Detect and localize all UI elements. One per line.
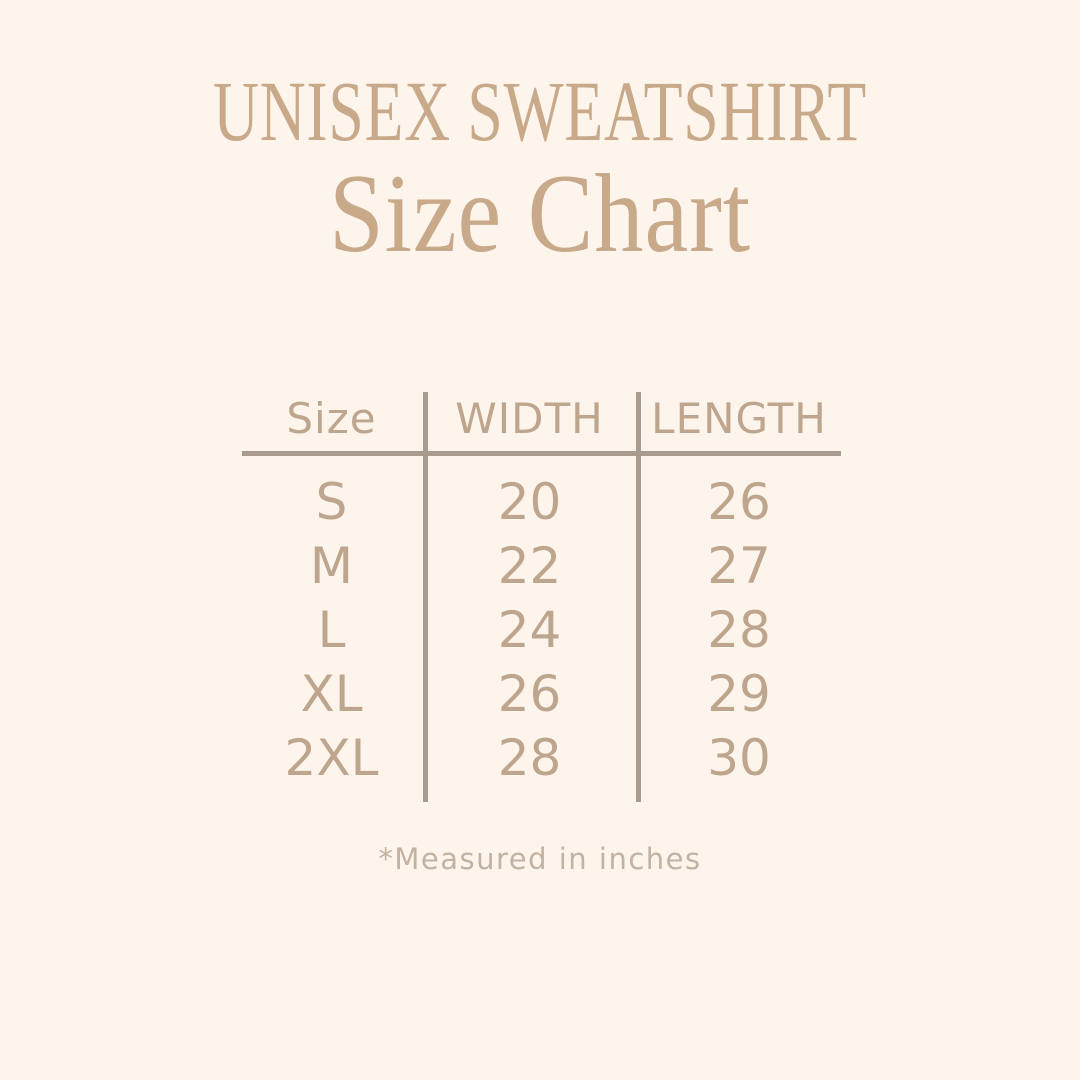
column-header-size: Size: [286, 393, 377, 443]
column-header-length: LENGTH: [651, 393, 827, 443]
width-cell: 26: [497, 665, 562, 723]
footnote: *Measured in inches: [378, 842, 702, 876]
column-header-width: WIDTH: [455, 393, 604, 443]
length-cell: 26: [707, 473, 771, 531]
header-divider-line: [242, 451, 841, 456]
length-cell: 27: [707, 537, 771, 595]
table-row: L 24 28: [240, 598, 842, 662]
length-cell: 28: [707, 601, 771, 659]
size-cell: XL: [300, 665, 363, 723]
table-row: M 22 27: [240, 534, 842, 598]
page-subtitle: Size Chart: [328, 152, 752, 276]
size-chart-table: Size WIDTH LENGTH S 20 26 M 22 27 L 24 2…: [240, 388, 842, 802]
table-row: 2XL 28 30: [240, 726, 842, 790]
table-row: XL 26 29: [240, 662, 842, 726]
table-body: S 20 26 M 22 27 L 24 28 XL 26 29 2XL: [240, 470, 842, 790]
length-cell: 29: [707, 665, 771, 723]
size-cell: 2XL: [284, 729, 379, 787]
width-cell: 22: [497, 537, 562, 595]
size-cell: S: [315, 473, 348, 531]
table-row: S 20 26: [240, 470, 842, 534]
size-cell: L: [317, 601, 346, 659]
page-title: UNISEX SWEATSHIRT: [213, 63, 867, 159]
length-cell: 30: [707, 729, 771, 787]
table-header-row: Size WIDTH LENGTH: [240, 388, 842, 448]
column-divider-line-1: [423, 392, 428, 802]
size-cell: M: [309, 537, 354, 595]
width-cell: 20: [497, 473, 562, 531]
column-divider-line-2: [636, 392, 641, 802]
width-cell: 24: [497, 601, 562, 659]
width-cell: 28: [497, 729, 562, 787]
